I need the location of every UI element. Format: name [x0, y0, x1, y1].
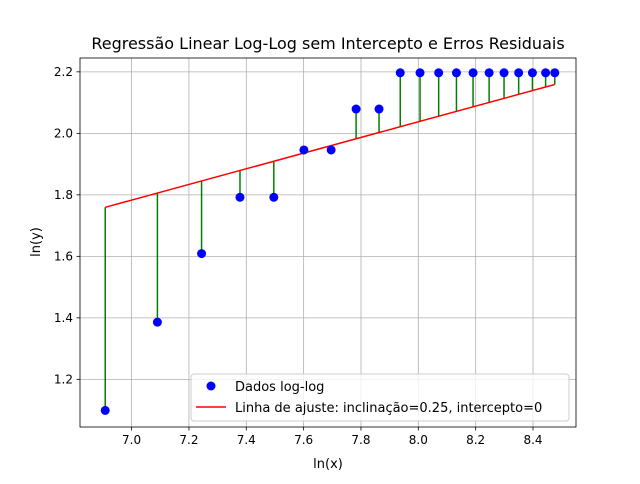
x-tick-label: 7.6 — [294, 433, 313, 447]
data-point — [269, 192, 279, 202]
plot-area — [80, 58, 576, 427]
x-axis-ticks: 7.0 7.2 7.4 7.6 7.8 8.0 8.2 8.4 — [122, 427, 543, 447]
y-tick-label: 1.4 — [54, 311, 73, 325]
data-point — [374, 104, 384, 114]
data-point — [299, 145, 309, 155]
x-tick-label: 7.0 — [122, 433, 141, 447]
data-point — [499, 68, 509, 78]
x-tick-label: 8.2 — [466, 433, 485, 447]
x-tick-label: 7.2 — [179, 433, 198, 447]
y-tick-label: 1.6 — [54, 249, 73, 263]
x-axis-label: ln(x) — [313, 457, 343, 472]
x-tick-label: 7.4 — [237, 433, 256, 447]
y-tick-label: 1.2 — [54, 372, 73, 386]
legend-label-fit-line: Linha de ajuste: inclinação=0.25, interc… — [235, 401, 542, 416]
legend: Dados log-log Linha de ajuste: inclinaçã… — [190, 373, 570, 422]
y-tick-label: 2.2 — [54, 65, 73, 79]
data-point — [197, 249, 207, 259]
data-point — [152, 317, 162, 327]
y-tick-label: 1.8 — [54, 188, 73, 202]
data-point — [484, 68, 494, 78]
data-point — [514, 68, 524, 78]
data-point — [451, 68, 461, 78]
data-points — [100, 68, 560, 415]
x-tick-label: 8.4 — [523, 433, 542, 447]
data-point — [100, 405, 110, 415]
grid — [80, 58, 576, 427]
legend-box — [190, 373, 570, 422]
x-tick-label: 8.0 — [409, 433, 428, 447]
data-point — [550, 68, 560, 78]
data-point — [326, 145, 336, 155]
data-point — [434, 68, 444, 78]
y-axis-label: ln(y) — [29, 227, 44, 257]
y-axis-ticks: 1.2 1.4 1.6 1.8 2.0 2.2 — [54, 65, 80, 386]
plot-frame — [79, 57, 577, 428]
data-point — [415, 68, 425, 78]
data-point — [527, 68, 537, 78]
chart-title: Regressão Linear Log-Log sem Intercepto … — [91, 34, 564, 53]
data-point — [351, 104, 361, 114]
data-point — [235, 192, 245, 202]
data-point — [468, 68, 478, 78]
legend-label-data-points: Dados log-log — [235, 380, 324, 395]
legend-marker-data-points — [206, 381, 216, 391]
data-point — [395, 68, 405, 78]
data-point — [541, 68, 551, 78]
x-tick-label: 7.8 — [351, 433, 370, 447]
y-tick-label: 2.0 — [54, 126, 73, 140]
